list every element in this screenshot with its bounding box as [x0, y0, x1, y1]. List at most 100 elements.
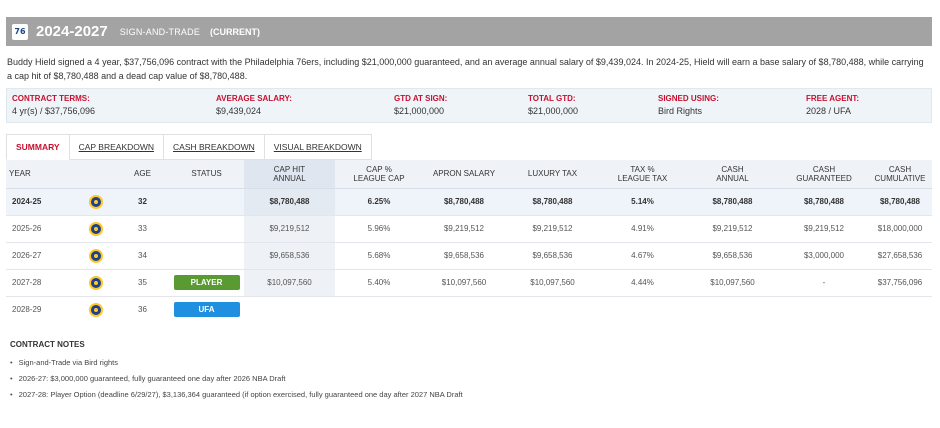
warriors-logo-icon: [89, 248, 103, 263]
col-cash-annual-line1: CASH: [721, 164, 744, 174]
cell-tax-pct: 4.44%: [600, 269, 685, 297]
note-item: 2026-27: $3,000,000 guaranteed, fully gu…: [10, 374, 463, 383]
cell-cash-guaranteed: $9,219,512: [780, 215, 868, 243]
cell-cash-guaranteed: $3,000,000: [780, 242, 868, 270]
tab-summary[interactable]: SUMMARY: [6, 134, 70, 160]
col-cap-pct: CAP % LEAGUE CAP: [335, 160, 423, 189]
cell-age: 36: [138, 305, 147, 315]
term-gtd-at-sign: GTD AT SIGN: $21,000,000: [389, 89, 523, 122]
cell-year: 2024-25: [6, 188, 76, 216]
cell-cap-pct: 6.25%: [335, 188, 423, 216]
col-cash-gtd-line1: CASH: [812, 164, 836, 174]
cell-tax-pct: 4.67%: [600, 242, 685, 270]
term-total-gtd: TOTAL GTD: $21,000,000: [523, 89, 653, 122]
table-row: 2027-28 35 PLAYER $10,097,560 5.40% $10,…: [6, 269, 932, 297]
cell-age: 34: [116, 242, 169, 270]
term-value: 4 yr(s) / $37,756,096: [12, 106, 96, 116]
cell-team: [76, 296, 116, 323]
cell-year: 2027-28: [6, 269, 76, 297]
tab-visual-breakdown[interactable]: VISUAL BREAKDOWN: [264, 134, 372, 160]
col-status: STATUS: [169, 160, 244, 189]
note-item: 2027-28: Player Option (deadline 6/29/27…: [10, 390, 463, 399]
col-tax-pct-line1: TAX %: [630, 164, 655, 174]
contract-years: 2024-2027: [36, 23, 108, 40]
cell-year: 2026-27: [6, 242, 76, 270]
cell-status: [169, 215, 244, 243]
cell-status: [169, 188, 244, 216]
cell-status: [169, 242, 244, 270]
cell-status: PLAYER: [169, 269, 244, 297]
term-label: GTD AT SIGN:: [394, 94, 448, 103]
contract-tabs: SUMMARY CAP BREAKDOWN CASH BREAKDOWN VIS…: [6, 134, 372, 160]
col-cash-cumulative: CASH CUMULATIVE: [868, 160, 932, 189]
cell-apron-salary: $10,097,560: [423, 269, 505, 297]
note-item: Sign-and-Trade via Bird rights: [10, 358, 463, 367]
warriors-logo-icon: [89, 194, 103, 209]
tab-cap-breakdown[interactable]: CAP BREAKDOWN: [69, 134, 165, 160]
cell-cash-cumulative: $27,658,536: [868, 242, 932, 270]
col-tax-pct: TAX % LEAGUE TAX: [600, 160, 685, 189]
cell-luxury-tax: $9,658,536: [505, 242, 600, 270]
contract-status: (CURRENT): [210, 26, 261, 37]
col-cap-hit: CAP HIT ANNUAL: [244, 160, 335, 189]
cell-cash-cumulative: $8,780,488: [868, 188, 932, 216]
cell-cap-hit: $10,097,560: [244, 269, 335, 297]
term-label: AVERAGE SALARY:: [216, 94, 292, 103]
term-value: Bird Rights: [658, 106, 703, 116]
col-age: AGE: [116, 160, 169, 189]
term-value: $21,000,000: [528, 106, 579, 116]
cell-cash-guaranteed: $8,780,488: [780, 188, 868, 216]
col-cash-annual: CASH ANNUAL: [685, 160, 780, 189]
cell-team: [76, 188, 116, 216]
tab-cash-breakdown[interactable]: CASH BREAKDOWN: [164, 134, 265, 160]
term-value: $9,439,024: [216, 106, 262, 116]
term-label: CONTRACT TERMS:: [12, 94, 90, 103]
cell-tax-pct: 5.14%: [600, 188, 685, 216]
term-label: TOTAL GTD:: [528, 94, 576, 103]
contract-notes: CONTRACT NOTES Sign-and-Trade via Bird r…: [10, 340, 463, 406]
col-cash-cum-line2: CUMULATIVE: [874, 173, 926, 183]
col-cap-pct-line1: CAP %: [366, 164, 392, 174]
table-row: 2026-27 34 $9,658,536 5.68% $9,658,536 $…: [6, 242, 932, 270]
contract-table: YEAR AGE STATUS CAP HIT ANNUAL CAP % LEAGU…: [6, 160, 932, 323]
col-luxury-tax: LUXURY TAX: [505, 160, 600, 189]
col-cap-hit-line1: CAP HIT: [273, 164, 306, 174]
term-label: SIGNED USING:: [658, 94, 719, 103]
col-cash-gtd-line2: GUARANTEED: [796, 173, 852, 183]
cell-cash-annual: $9,219,512: [685, 215, 780, 243]
cell-age: 33: [116, 215, 169, 243]
cell-team: [76, 215, 116, 243]
col-team: [76, 160, 116, 189]
cell-team: [76, 242, 116, 270]
term-signed-using: SIGNED USING: Bird Rights: [653, 89, 801, 122]
col-cash-guaranteed: CASH GUARANTEED: [780, 160, 868, 189]
col-tax-pct-line2: LEAGUE TAX: [617, 173, 668, 183]
col-apron-salary: APRON SALARY: [423, 160, 505, 189]
cell-age: 32: [116, 188, 169, 216]
cell-cash-guaranteed: -: [780, 269, 868, 297]
cell-year: 2025-26: [6, 215, 76, 243]
table-row: 2028-29 36 UFA: [6, 296, 932, 323]
cell-cap-hit: $9,658,536: [244, 242, 335, 270]
table-row: 2024-25 32 $8,780,488 6.25% $8,780,488 $…: [6, 188, 932, 216]
76ers-logo-icon: 76: [12, 23, 28, 40]
contract-summary: Buddy Hield signed a 4 year, $37,756,096…: [7, 57, 924, 81]
contract-terms-box: CONTRACT TERMS: 4 yr(s) / $37,756,096 AV…: [6, 88, 932, 123]
cell-cash-annual: $10,097,560: [685, 269, 780, 297]
contract-notes-title: CONTRACT NOTES: [10, 340, 85, 349]
cell-cap-hit: $8,780,488: [244, 188, 335, 216]
col-cap-pct-line2: LEAGUE CAP: [353, 173, 405, 183]
warriors-logo-icon: [89, 302, 103, 317]
cell-team: [76, 269, 116, 297]
col-cash-cum-line1: CASH: [888, 164, 912, 174]
term-average-salary: AVERAGE SALARY: $9,439,024: [211, 89, 389, 122]
cell-cash-cumulative: $37,756,096: [868, 269, 932, 297]
col-year: YEAR: [6, 160, 76, 189]
cell-luxury-tax: $9,219,512: [505, 215, 600, 243]
cell-apron-salary: $9,219,512: [423, 215, 505, 243]
cell-status: UFA: [169, 296, 244, 323]
cell-year: 2028-29: [12, 305, 42, 315]
cell-cap-pct: 5.40%: [335, 269, 423, 297]
term-label: FREE AGENT:: [806, 94, 860, 103]
term-value: $21,000,000: [394, 106, 445, 116]
